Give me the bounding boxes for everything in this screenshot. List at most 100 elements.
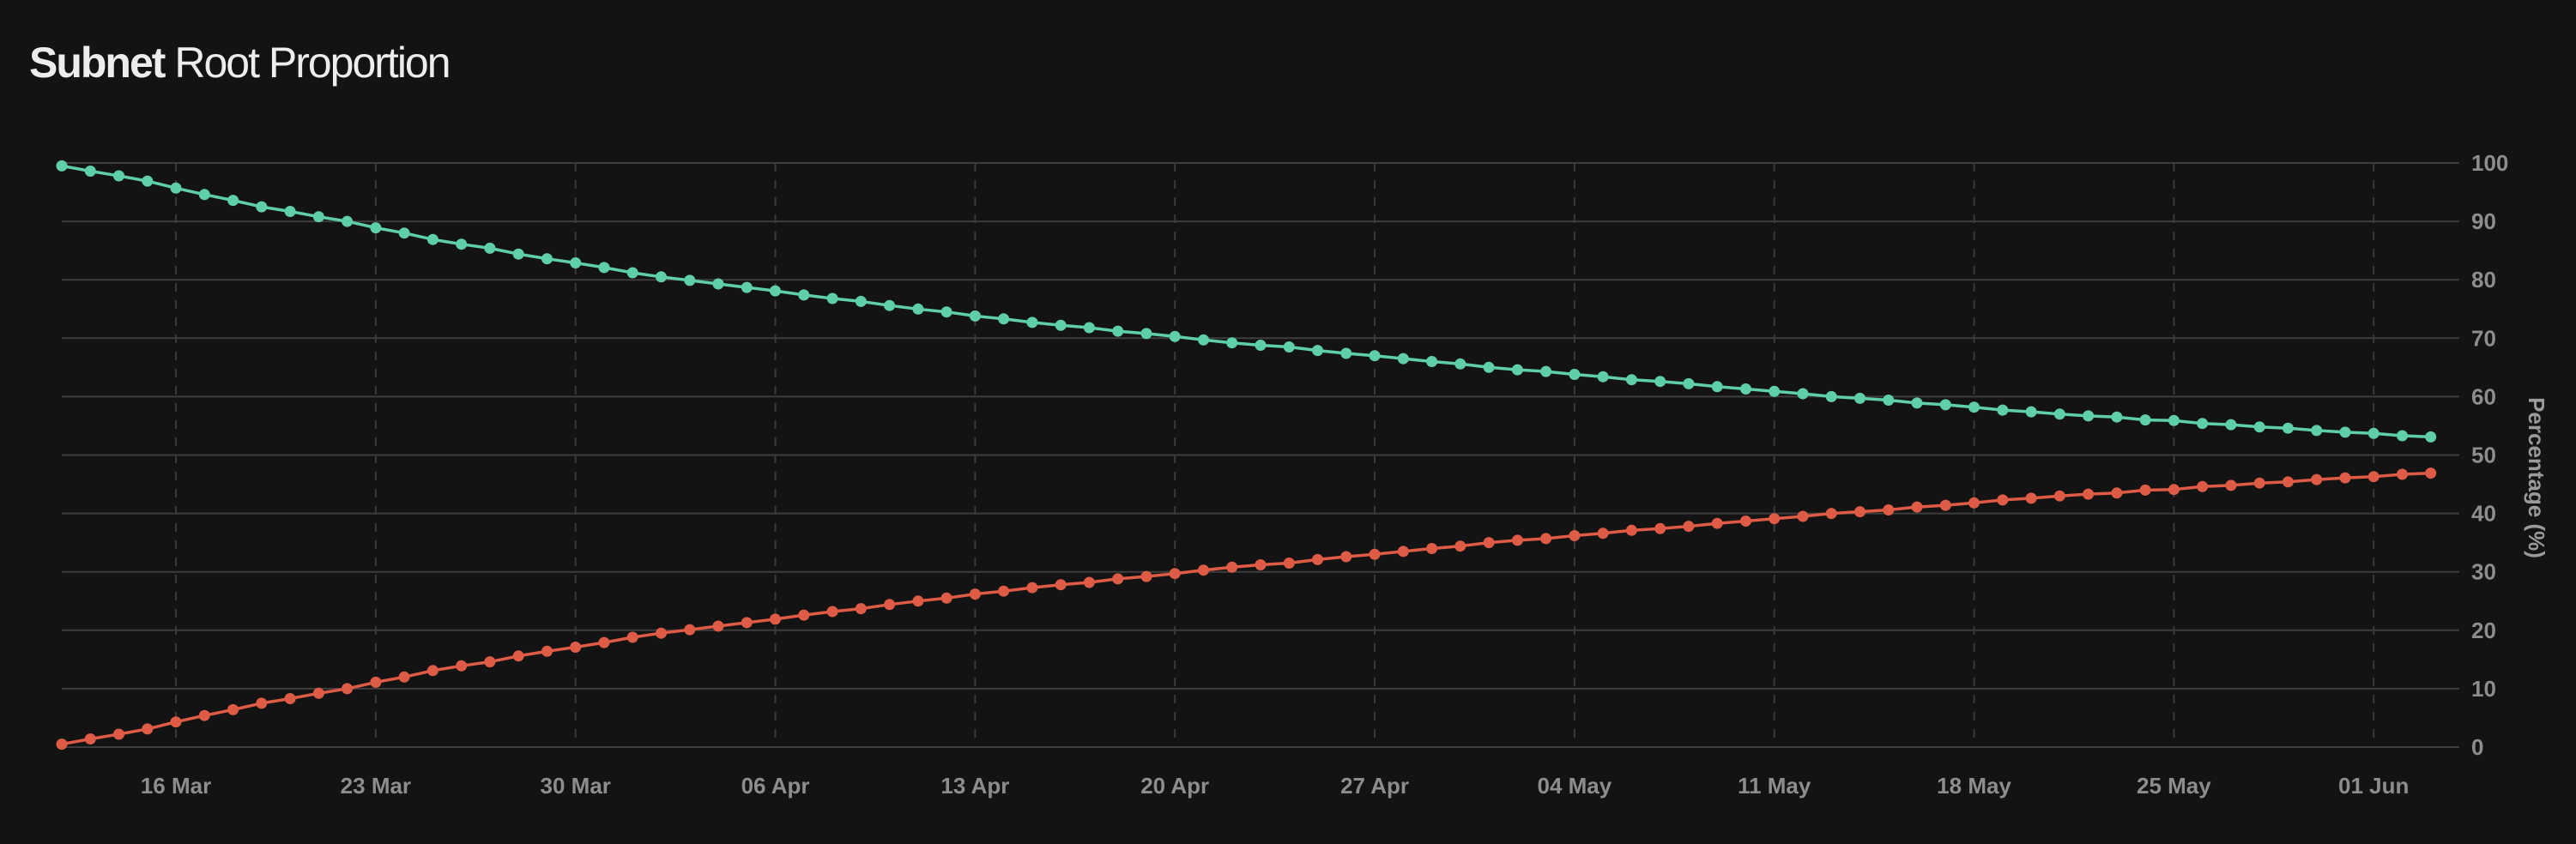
data-point[interactable] xyxy=(741,281,753,293)
data-point[interactable] xyxy=(198,709,210,721)
data-point[interactable] xyxy=(1711,517,1723,529)
data-point[interactable] xyxy=(512,248,524,260)
data-point[interactable] xyxy=(2225,419,2237,431)
data-point[interactable] xyxy=(1769,385,1781,397)
data-point[interactable] xyxy=(2339,426,2351,438)
data-point[interactable] xyxy=(1711,381,1723,393)
data-point[interactable] xyxy=(826,292,838,304)
data-point[interactable] xyxy=(198,189,210,201)
data-point[interactable] xyxy=(2083,410,2095,422)
data-point[interactable] xyxy=(1569,369,1581,380)
data-point[interactable] xyxy=(598,636,610,648)
data-point[interactable] xyxy=(1397,353,1409,365)
data-point[interactable] xyxy=(712,278,724,290)
data-point[interactable] xyxy=(1340,347,1352,359)
data-point[interactable] xyxy=(1083,576,1095,588)
data-point[interactable] xyxy=(884,299,896,311)
data-point[interactable] xyxy=(1511,364,1523,376)
data-point[interactable] xyxy=(1426,543,1438,554)
data-point[interactable] xyxy=(2053,408,2065,420)
data-point[interactable] xyxy=(2139,414,2151,426)
data-point[interactable] xyxy=(770,285,781,297)
data-point[interactable] xyxy=(912,595,924,607)
data-point[interactable] xyxy=(940,592,952,604)
data-point[interactable] xyxy=(56,738,68,751)
data-point[interactable] xyxy=(1369,350,1381,362)
data-point[interactable] xyxy=(1226,337,1238,349)
data-point[interactable] xyxy=(227,703,239,715)
data-point[interactable] xyxy=(626,631,638,643)
data-point[interactable] xyxy=(884,599,896,611)
data-point[interactable] xyxy=(227,195,239,207)
data-point[interactable] xyxy=(426,233,438,245)
data-point[interactable] xyxy=(1625,374,1637,386)
data-point[interactable] xyxy=(1312,345,1323,357)
data-point[interactable] xyxy=(456,238,468,250)
data-point[interactable] xyxy=(398,671,410,683)
data-point[interactable] xyxy=(1769,513,1781,525)
data-point[interactable] xyxy=(1255,340,1267,351)
data-point[interactable] xyxy=(1797,510,1809,522)
data-point[interactable] xyxy=(2083,488,2095,500)
data-point[interactable] xyxy=(1226,561,1238,573)
data-point[interactable] xyxy=(1426,356,1438,367)
data-point[interactable] xyxy=(1026,316,1038,329)
data-point[interactable] xyxy=(998,585,1010,597)
data-point[interactable] xyxy=(284,206,296,217)
data-point[interactable] xyxy=(2367,427,2379,439)
data-point[interactable] xyxy=(1397,546,1409,558)
data-point[interactable] xyxy=(626,267,638,279)
data-point[interactable] xyxy=(1169,568,1181,580)
data-point[interactable] xyxy=(656,627,667,639)
data-point[interactable] xyxy=(2282,422,2294,434)
data-point[interactable] xyxy=(1683,521,1695,533)
data-point[interactable] xyxy=(1625,524,1637,536)
data-point[interactable] xyxy=(170,182,182,194)
data-point[interactable] xyxy=(2282,476,2294,488)
data-point[interactable] xyxy=(912,303,924,315)
data-point[interactable] xyxy=(684,274,696,286)
data-point[interactable] xyxy=(1825,508,1837,520)
data-point[interactable] xyxy=(1112,325,1124,337)
data-point[interactable] xyxy=(2025,406,2037,418)
data-point[interactable] xyxy=(969,588,981,600)
data-point[interactable] xyxy=(1740,515,1751,527)
data-point[interactable] xyxy=(940,306,952,318)
data-point[interactable] xyxy=(1911,397,1923,409)
data-point[interactable] xyxy=(2397,468,2408,480)
data-point[interactable] xyxy=(2139,484,2151,496)
data-point[interactable] xyxy=(1997,494,2009,506)
data-point[interactable] xyxy=(142,723,154,735)
data-point[interactable] xyxy=(826,606,838,618)
data-point[interactable] xyxy=(1997,404,2009,416)
data-point[interactable] xyxy=(656,271,667,283)
data-point[interactable] xyxy=(1140,328,1152,340)
data-point[interactable] xyxy=(2168,414,2180,426)
data-point[interactable] xyxy=(1055,319,1067,331)
data-point[interactable] xyxy=(398,227,410,239)
data-point[interactable] xyxy=(142,175,154,187)
data-point[interactable] xyxy=(2225,479,2237,491)
data-point[interactable] xyxy=(741,617,753,629)
data-point[interactable] xyxy=(1968,401,1980,413)
data-point[interactable] xyxy=(2339,472,2351,484)
data-point[interactable] xyxy=(1797,388,1809,400)
data-point[interactable] xyxy=(798,609,810,621)
data-point[interactable] xyxy=(1569,530,1581,541)
data-point[interactable] xyxy=(969,310,981,322)
data-point[interactable] xyxy=(1454,540,1466,552)
data-point[interactable] xyxy=(1083,322,1095,334)
data-point[interactable] xyxy=(1825,390,1837,402)
data-point[interactable] xyxy=(256,201,268,213)
data-point[interactable] xyxy=(170,716,182,728)
data-point[interactable] xyxy=(2111,487,2123,499)
data-point[interactable] xyxy=(370,222,382,234)
data-point[interactable] xyxy=(855,295,867,307)
data-point[interactable] xyxy=(2311,425,2323,437)
data-point[interactable] xyxy=(1283,558,1295,569)
data-point[interactable] xyxy=(2053,490,2065,502)
data-point[interactable] xyxy=(426,665,438,677)
data-point[interactable] xyxy=(370,676,382,688)
data-point[interactable] xyxy=(1112,573,1124,585)
data-point[interactable] xyxy=(998,313,1010,325)
